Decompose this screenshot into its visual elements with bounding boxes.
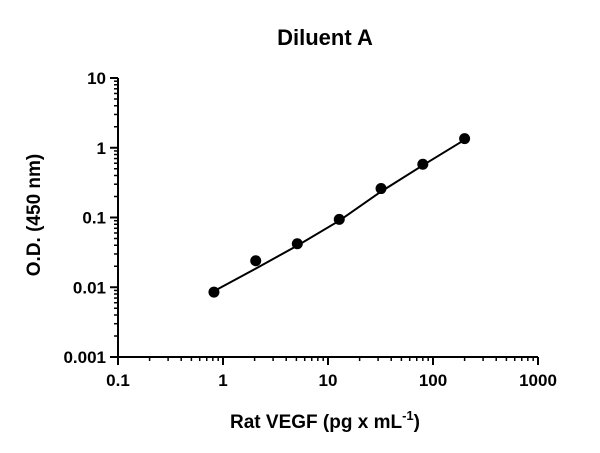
data-point	[375, 183, 387, 195]
chart-title: Diluent A	[277, 25, 373, 50]
y-tick-label: 0.01	[73, 278, 106, 297]
y-axis-label: O.D. (450 nm)	[24, 154, 45, 276]
x-tick-label: 0.1	[106, 371, 130, 390]
axes: 0.001 0.01 0.1 1 10 0.1 1 10 100 1000	[63, 69, 556, 390]
data-point	[291, 238, 303, 250]
y-tick-label: 1	[97, 139, 106, 158]
y-tick-label: 10	[87, 69, 106, 88]
data-point	[250, 255, 262, 267]
y-tick-label: 0.1	[82, 209, 106, 228]
x-axis-label-main: Rat VEGF (pg x mL	[230, 412, 402, 433]
x-tick-label: 10	[319, 371, 338, 390]
x-axis-label-superscript: -1	[402, 408, 414, 423]
x-axis-label: Rat VEGF (pg x mL-1)	[230, 408, 420, 433]
data-point	[417, 158, 429, 170]
x-tick-label: 1000	[519, 371, 557, 390]
data-points	[208, 133, 471, 298]
data-point	[333, 213, 345, 225]
data-point	[208, 286, 220, 298]
x-axis-label-suffix: )	[414, 412, 420, 433]
data-point	[459, 133, 471, 145]
x-tick-label: 100	[419, 371, 447, 390]
x-tick-label: 1	[218, 371, 227, 390]
y-tick-label: 0.001	[63, 348, 106, 367]
